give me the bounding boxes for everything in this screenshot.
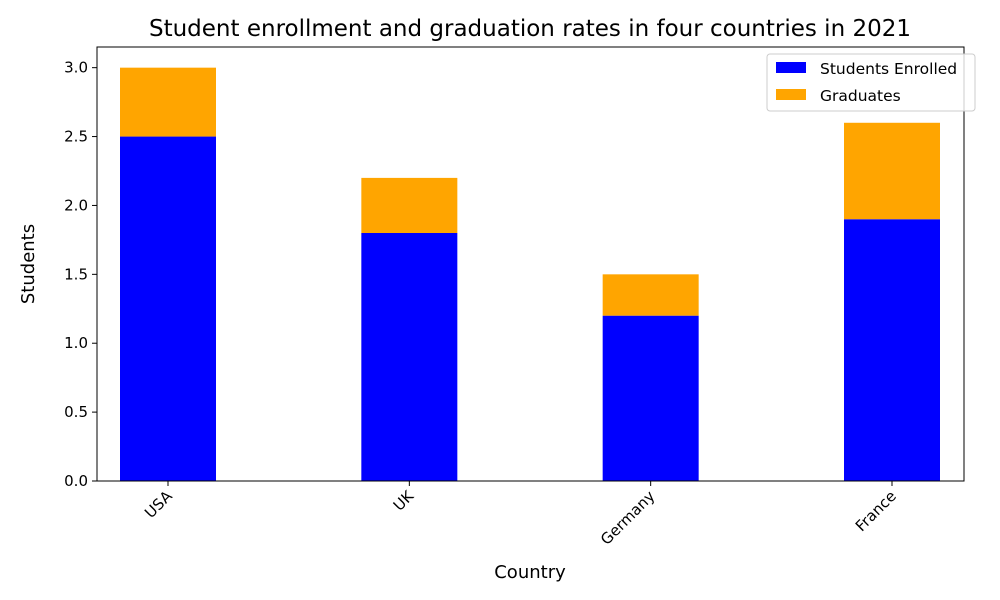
chart-title: Student enrollment and graduation rates …: [149, 16, 911, 42]
bars-group: [120, 67, 940, 482]
legend-label-students-enrolled: Students Enrolled: [820, 60, 957, 78]
legend: Students Enrolled Graduates: [766, 53, 976, 112]
legend-frame: [766, 53, 976, 112]
bar-uk-graduates: [361, 177, 458, 233]
legend-label-graduates: Graduates: [820, 87, 901, 105]
y-tick-label: 3.0: [64, 59, 88, 77]
y-tick-label: 2.5: [64, 128, 88, 146]
bar-germany-students-enrolled: [602, 315, 699, 481]
x-axis: USA UK Germany France: [141, 481, 900, 549]
y-tick-label: 1.5: [64, 265, 88, 283]
y-axis-title: Students: [18, 224, 39, 304]
x-tick-label-germany: Germany: [597, 487, 659, 549]
y-tick-label: 2.0: [64, 196, 88, 214]
y-axis: 0.0 0.5 1.0 1.5 2.0 2.5 3.0: [64, 59, 97, 490]
bar-usa-students-enrolled: [120, 136, 216, 482]
y-tick-label: 0.5: [64, 403, 88, 421]
bar-france-graduates: [844, 122, 940, 220]
x-axis-title: Country: [494, 562, 566, 583]
y-tick-label: 0.0: [64, 472, 88, 490]
legend-swatch-students-enrolled: [776, 62, 806, 73]
legend-swatch-graduates: [776, 89, 806, 100]
bar-germany-graduates: [602, 274, 699, 316]
x-tick-label-france: France: [852, 487, 900, 535]
y-tick-label: 1.0: [64, 334, 88, 352]
bar-usa-graduates: [120, 67, 216, 137]
x-tick-label-uk: UK: [390, 486, 418, 514]
plot-frame: [96, 46, 965, 482]
x-tick-label-usa: USA: [141, 487, 176, 522]
bar-france-students-enrolled: [844, 219, 940, 481]
bar-uk-students-enrolled: [361, 233, 458, 481]
